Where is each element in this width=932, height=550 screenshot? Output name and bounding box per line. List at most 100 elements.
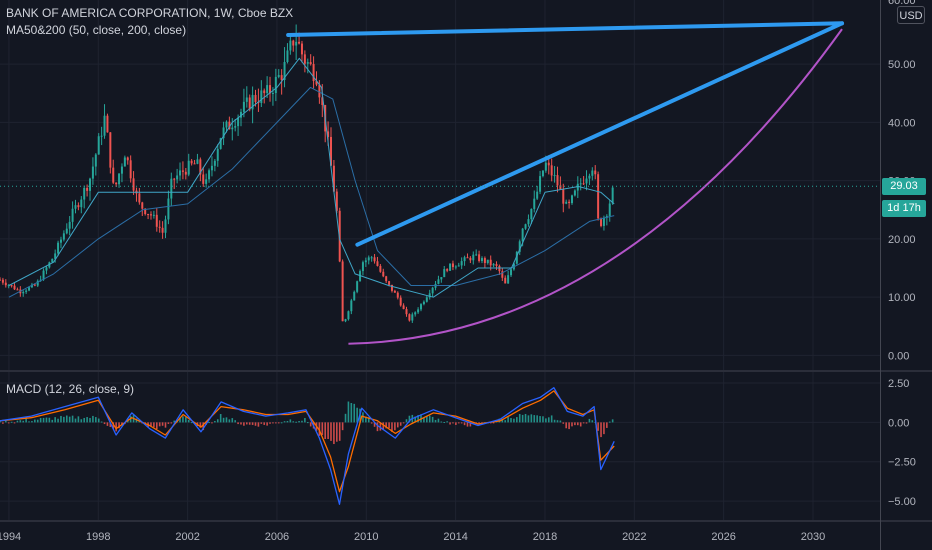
candle-body <box>94 154 97 167</box>
candle-body <box>274 76 277 93</box>
candle-body <box>312 64 315 82</box>
candle-body <box>234 126 237 128</box>
candle-body <box>501 271 504 278</box>
macd-histogram-bar <box>585 422 588 424</box>
macd-histogram-bar <box>109 422 112 427</box>
macd-histogram-bar <box>100 421 103 423</box>
candle-body <box>536 191 539 199</box>
macd-histogram-bar <box>443 421 446 423</box>
macd-histogram-bar <box>469 422 472 427</box>
macd-histogram-bar <box>260 422 263 424</box>
macd-histogram-bar <box>103 422 106 425</box>
currency-button[interactable]: USD <box>897 6 925 24</box>
macd-histogram-bar <box>243 422 245 426</box>
candle-body <box>260 90 263 103</box>
macd-histogram-bar <box>394 422 396 431</box>
support-curve <box>348 28 843 345</box>
candle-body <box>199 159 202 175</box>
macd-histogram-bar <box>71 415 74 423</box>
price-tick-label: 50.00 <box>888 59 916 71</box>
candle-body <box>184 171 187 175</box>
candle-body <box>59 239 62 243</box>
candle-body <box>611 187 614 204</box>
candle-body <box>422 301 425 305</box>
candle-body <box>132 178 135 191</box>
macd-histogram-bar <box>399 422 402 426</box>
candle-body <box>457 265 460 267</box>
macd-histogram-bar <box>190 422 193 424</box>
macd-histogram-bar <box>25 418 27 423</box>
macd-histogram-bar <box>121 422 123 426</box>
candle-body <box>170 178 173 199</box>
candle-body <box>507 275 510 284</box>
ma-legend[interactable]: MA50&200 (50, close, 200, close) <box>6 23 187 37</box>
price-pane[interactable] <box>0 21 880 345</box>
macd-histogram-bar <box>161 422 164 426</box>
macd-legend[interactable]: MACD (12, 26, close, 9) <box>6 382 135 396</box>
candle-body <box>57 242 60 254</box>
macd-histogram-bar <box>521 414 524 423</box>
candle-body <box>202 174 205 184</box>
candle-body <box>123 157 126 167</box>
macd-histogram-bar <box>269 422 271 424</box>
candle-body <box>22 291 25 294</box>
candle-body <box>399 297 402 306</box>
candle-body <box>515 251 518 264</box>
macd-histogram-bar <box>306 422 309 424</box>
macd-histogram-bar <box>199 422 202 428</box>
macd-histogram-bar <box>356 407 358 423</box>
macd-histogram-bar <box>280 422 283 424</box>
time-tick-label: 2006 <box>265 531 289 543</box>
macd-histogram-bar <box>5 420 7 423</box>
macd-histogram-bar <box>86 417 88 423</box>
candle-body <box>579 183 582 185</box>
last-price-badge: 29.03 <box>882 178 926 195</box>
candle-body <box>237 117 240 127</box>
macd-histogram-bar <box>559 420 562 423</box>
macd-histogram-bar <box>533 415 536 423</box>
macd-histogram-bar <box>518 414 521 423</box>
macd-histogram-bar <box>545 418 547 423</box>
candle-body <box>571 195 573 204</box>
candle-body <box>350 300 353 312</box>
macd-histogram-bar <box>115 422 117 432</box>
macd-histogram-bar <box>478 422 480 424</box>
macd-histogram-bar <box>80 419 83 423</box>
macd-histogram-bar <box>13 422 16 424</box>
macd-histogram-bar <box>510 418 512 423</box>
macd-histogram-bar <box>42 417 45 423</box>
macd-histogram-bar <box>112 422 115 430</box>
ma200-line <box>8 86 615 298</box>
macd-histogram-bar <box>574 422 576 426</box>
candle-body <box>292 40 295 46</box>
candle-body <box>353 291 356 301</box>
macd-histogram-bar <box>405 419 408 423</box>
candle-body <box>332 165 335 192</box>
candle-body <box>359 271 362 282</box>
candle-body <box>562 189 565 204</box>
price-tick-label: 20.00 <box>888 234 916 246</box>
candle-body <box>553 175 556 177</box>
macd-histogram-bar <box>251 422 254 425</box>
candle-body <box>405 309 408 315</box>
time-tick-label: 1994 <box>0 531 21 543</box>
macd-histogram-bar <box>466 422 469 427</box>
macd-tick-label: 0.00 <box>888 417 909 429</box>
candle-body <box>602 217 605 226</box>
macd-histogram-bar <box>579 422 582 427</box>
symbol-legend[interactable]: BANK OF AMERICA CORPORATION, 1W, Cboe BZ… <box>6 6 294 20</box>
candle-body <box>347 311 350 320</box>
macd-pane[interactable] <box>0 387 615 505</box>
macd-histogram-bar <box>457 422 460 424</box>
candle-body <box>231 127 234 130</box>
macd-tick-label: 2.50 <box>888 378 909 390</box>
candle-body <box>62 233 65 240</box>
candle-body <box>303 54 306 64</box>
candle-body <box>77 205 80 208</box>
candle-body <box>530 208 533 220</box>
candle-body <box>33 284 36 286</box>
macd-histogram-bar <box>309 422 312 427</box>
macd-histogram-bar <box>74 418 77 423</box>
candle-body <box>370 257 373 259</box>
